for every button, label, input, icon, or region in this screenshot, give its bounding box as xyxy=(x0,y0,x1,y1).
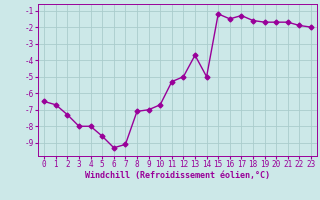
X-axis label: Windchill (Refroidissement éolien,°C): Windchill (Refroidissement éolien,°C) xyxy=(85,171,270,180)
